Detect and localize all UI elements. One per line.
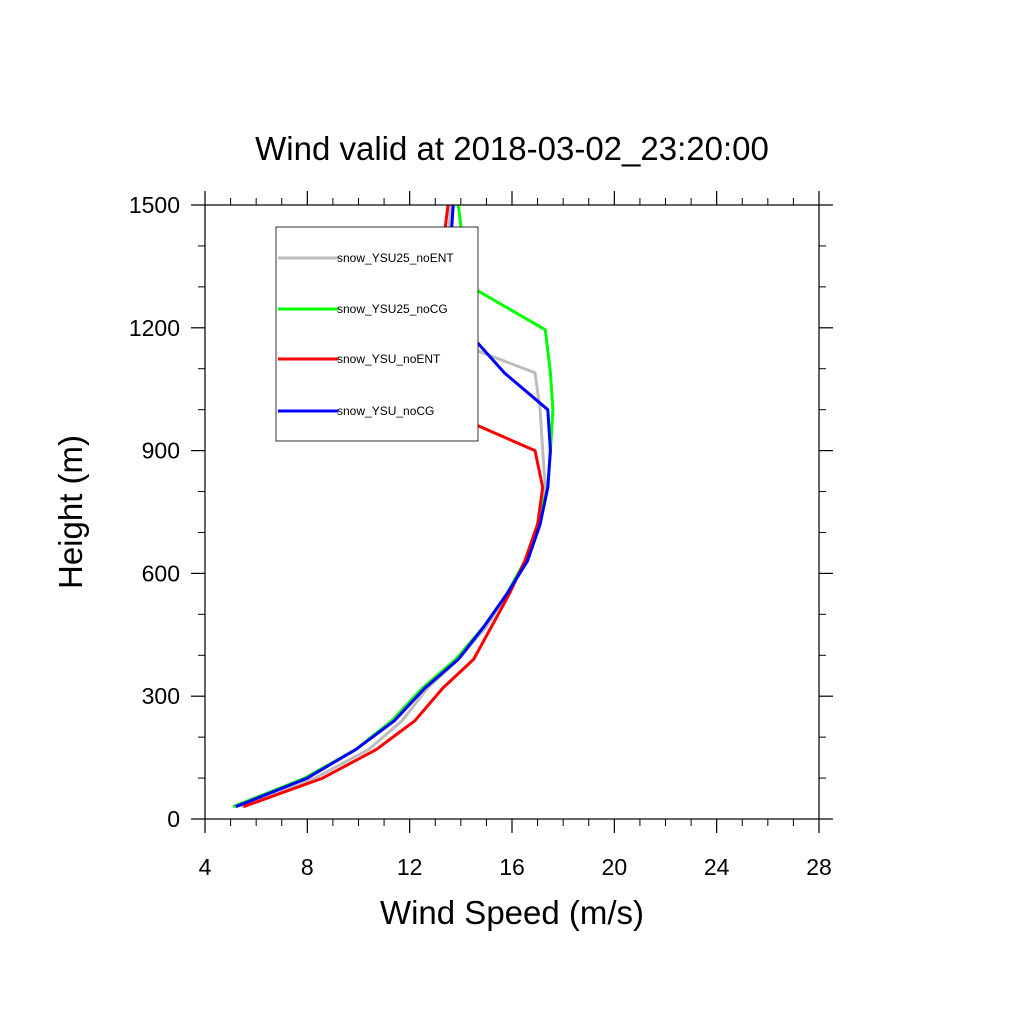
legend-label: snow_YSU_noCG (337, 404, 434, 418)
x-tick-label: 4 (199, 854, 212, 880)
legend-box (275, 226, 479, 442)
axis-ticks: 4 8 12 16 20 24 28 0 300 600 900 1200 1500 (129, 191, 833, 880)
x-tick-label: 20 (602, 854, 628, 880)
x-tick-label: 12 (397, 854, 423, 880)
y-tick-label: 300 (142, 683, 180, 709)
legend-label: snow_YSU25_noENT (337, 251, 454, 265)
x-tick-label: 28 (806, 854, 832, 880)
y-tick-label: 0 (167, 806, 180, 832)
x-tick-label: 24 (704, 854, 730, 880)
y-tick-label: 1500 (129, 192, 180, 218)
y-tick-label: 1200 (129, 315, 180, 341)
legend-label: snow_YSU25_noCG (337, 302, 448, 316)
y-tick-label: 600 (142, 560, 180, 586)
plot-frame (204, 204, 820, 820)
legend-label: snow_YSU_noENT (337, 352, 441, 366)
x-axis-label: Wind Speed (m/s) (380, 894, 644, 931)
chart-title: Wind valid at 2018-03-02_23:20:00 (255, 130, 769, 167)
x-tick-label: 16 (499, 854, 525, 880)
y-axis-label: Height (m) (52, 435, 89, 589)
y-tick-label: 900 (142, 438, 180, 464)
x-tick-label: 8 (301, 854, 314, 880)
legend: snow_YSU25_noENT snow_YSU25_noCG snow_YSU_… (275, 226, 479, 442)
